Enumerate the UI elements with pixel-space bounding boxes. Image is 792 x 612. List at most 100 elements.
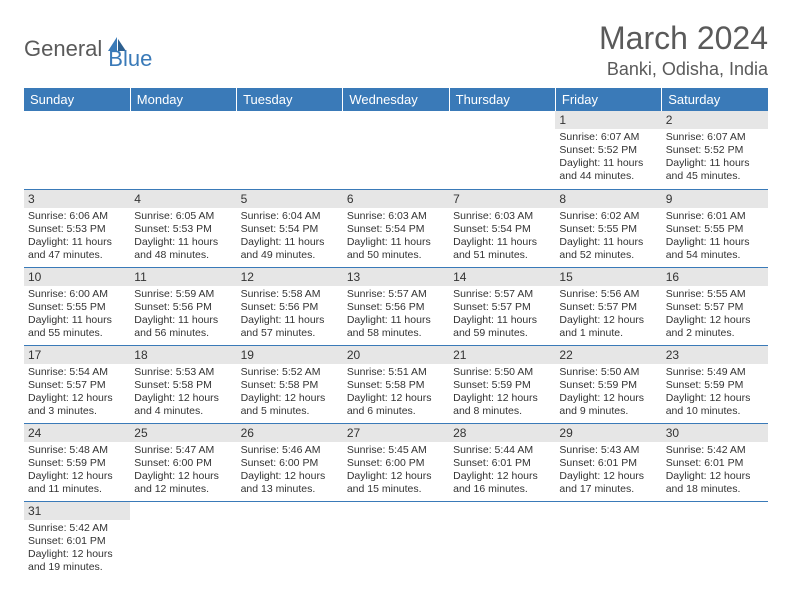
sunrise-text: Sunrise: 5:51 AM (347, 366, 445, 379)
daylight-text: Daylight: 11 hours and 57 minutes. (241, 314, 339, 340)
page-title: March 2024 (599, 20, 768, 57)
sunset-text: Sunset: 6:01 PM (453, 457, 551, 470)
day-info: Sunrise: 5:46 AMSunset: 6:00 PMDaylight:… (237, 442, 343, 499)
sunrise-text: Sunrise: 5:52 AM (241, 366, 339, 379)
day-number: 27 (343, 424, 449, 442)
day-number: 6 (343, 190, 449, 208)
calendar-row: 24Sunrise: 5:48 AMSunset: 5:59 PMDayligh… (24, 423, 768, 501)
logo-text-blue: Blue (108, 46, 152, 72)
day-number: 19 (237, 346, 343, 364)
sunset-text: Sunset: 5:52 PM (666, 144, 764, 157)
sunrise-text: Sunrise: 6:03 AM (347, 210, 445, 223)
sunset-text: Sunset: 5:59 PM (666, 379, 764, 392)
sunset-text: Sunset: 5:58 PM (347, 379, 445, 392)
calendar-cell: 29Sunrise: 5:43 AMSunset: 6:01 PMDayligh… (555, 423, 661, 501)
sunset-text: Sunset: 5:57 PM (666, 301, 764, 314)
day-info: Sunrise: 5:47 AMSunset: 6:00 PMDaylight:… (130, 442, 236, 499)
sunset-text: Sunset: 6:01 PM (28, 535, 126, 548)
calendar-cell: 11Sunrise: 5:59 AMSunset: 5:56 PMDayligh… (130, 267, 236, 345)
sunset-text: Sunset: 5:56 PM (134, 301, 232, 314)
day-info: Sunrise: 6:01 AMSunset: 5:55 PMDaylight:… (662, 208, 768, 265)
sunrise-text: Sunrise: 6:04 AM (241, 210, 339, 223)
daylight-text: Daylight: 12 hours and 19 minutes. (28, 548, 126, 574)
calendar-cell (343, 111, 449, 189)
sunset-text: Sunset: 5:59 PM (453, 379, 551, 392)
day-number: 26 (237, 424, 343, 442)
calendar-cell: 12Sunrise: 5:58 AMSunset: 5:56 PMDayligh… (237, 267, 343, 345)
day-info: Sunrise: 5:44 AMSunset: 6:01 PMDaylight:… (449, 442, 555, 499)
calendar-cell (237, 501, 343, 579)
sunrise-text: Sunrise: 5:55 AM (666, 288, 764, 301)
calendar-cell: 24 Sunrise: 5:48 AMSunset: 5:59 PMDayligh… (24, 423, 130, 501)
calendar-cell: 3Sunrise: 6:06 AMSunset: 5:53 PMDaylight… (24, 189, 130, 267)
sunset-text: Sunset: 5:53 PM (28, 223, 126, 236)
day-number: 25 (130, 424, 236, 442)
sunrise-text: Sunrise: 6:03 AM (453, 210, 551, 223)
sunrise-text: Sunrise: 6:07 AM (559, 131, 657, 144)
day-info: Sunrise: 5:50 AMSunset: 5:59 PMDaylight:… (555, 364, 661, 421)
sunrise-text: Sunrise: 5:56 AM (559, 288, 657, 301)
day-info: Sunrise: 5:45 AMSunset: 6:00 PMDaylight:… (343, 442, 449, 499)
calendar-row: 17Sunrise: 5:54 AMSunset: 5:57 PMDayligh… (24, 345, 768, 423)
day-number: 1 (555, 111, 661, 129)
daylight-text: Daylight: 12 hours and 17 minutes. (559, 470, 657, 496)
calendar-row: 10Sunrise: 6:00 AMSunset: 5:55 PMDayligh… (24, 267, 768, 345)
calendar-cell: 10Sunrise: 6:00 AMSunset: 5:55 PMDayligh… (24, 267, 130, 345)
sunset-text: Sunset: 6:01 PM (559, 457, 657, 470)
sunrise-text: Sunrise: 5:50 AM (559, 366, 657, 379)
day-info: Sunrise: 5:57 AMSunset: 5:57 PMDaylight:… (449, 286, 555, 343)
day-info: Sunrise: 6:02 AMSunset: 5:55 PMDaylight:… (555, 208, 661, 265)
day-number: 16 (662, 268, 768, 286)
sunset-text: Sunset: 5:59 PM (28, 457, 126, 470)
day-info: Sunrise: 5:56 AMSunset: 5:57 PMDaylight:… (555, 286, 661, 343)
sunset-text: Sunset: 5:54 PM (347, 223, 445, 236)
calendar-cell: 30Sunrise: 5:42 AMSunset: 6:01 PMDayligh… (662, 423, 768, 501)
daylight-text: Daylight: 12 hours and 16 minutes. (453, 470, 551, 496)
sunset-text: Sunset: 5:58 PM (241, 379, 339, 392)
daylight-text: Daylight: 11 hours and 59 minutes. (453, 314, 551, 340)
day-info: Sunrise: 5:55 AMSunset: 5:57 PMDaylight:… (662, 286, 768, 343)
day-info: Sunrise: 5:43 AMSunset: 6:01 PMDaylight:… (555, 442, 661, 499)
calendar-cell (662, 501, 768, 579)
logo-text-general: General (24, 36, 102, 62)
calendar-cell: 20Sunrise: 5:51 AMSunset: 5:58 PMDayligh… (343, 345, 449, 423)
day-number: 24 (24, 424, 130, 442)
daylight-text: Daylight: 11 hours and 49 minutes. (241, 236, 339, 262)
daylight-text: Daylight: 12 hours and 13 minutes. (241, 470, 339, 496)
calendar-cell: 14Sunrise: 5:57 AMSunset: 5:57 PMDayligh… (449, 267, 555, 345)
sunset-text: Sunset: 5:58 PM (134, 379, 232, 392)
sunset-text: Sunset: 5:57 PM (453, 301, 551, 314)
day-info: Sunrise: 6:03 AMSunset: 5:54 PMDaylight:… (449, 208, 555, 265)
weekday-saturday: Saturday (662, 88, 768, 111)
calendar-cell (449, 111, 555, 189)
daylight-text: Daylight: 12 hours and 11 minutes. (28, 470, 126, 496)
day-number: 29 (555, 424, 661, 442)
daylight-text: Daylight: 11 hours and 54 minutes. (666, 236, 764, 262)
daylight-text: Daylight: 12 hours and 9 minutes. (559, 392, 657, 418)
day-info: Sunrise: 5:52 AMSunset: 5:58 PMDaylight:… (237, 364, 343, 421)
sunset-text: Sunset: 5:57 PM (28, 379, 126, 392)
day-number: 21 (449, 346, 555, 364)
daylight-text: Daylight: 12 hours and 15 minutes. (347, 470, 445, 496)
day-info: Sunrise: 5:54 AMSunset: 5:57 PMDaylight:… (24, 364, 130, 421)
day-number: 18 (130, 346, 236, 364)
sunrise-text: Sunrise: 5:48 AM (28, 444, 126, 457)
calendar-cell: 15Sunrise: 5:56 AMSunset: 5:57 PMDayligh… (555, 267, 661, 345)
daylight-text: Daylight: 12 hours and 1 minute. (559, 314, 657, 340)
sunset-text: Sunset: 5:55 PM (28, 301, 126, 314)
daylight-text: Daylight: 11 hours and 44 minutes. (559, 157, 657, 183)
calendar-cell (130, 111, 236, 189)
daylight-text: Daylight: 11 hours and 50 minutes. (347, 236, 445, 262)
calendar-cell: 7Sunrise: 6:03 AMSunset: 5:54 PMDaylight… (449, 189, 555, 267)
sunrise-text: Sunrise: 5:47 AM (134, 444, 232, 457)
sunset-text: Sunset: 5:57 PM (559, 301, 657, 314)
daylight-text: Daylight: 12 hours and 4 minutes. (134, 392, 232, 418)
day-info: Sunrise: 5:42 AMSunset: 6:01 PMDaylight:… (662, 442, 768, 499)
calendar-cell: 2Sunrise: 6:07 AMSunset: 5:52 PMDaylight… (662, 111, 768, 189)
day-info: Sunrise: 6:04 AMSunset: 5:54 PMDaylight:… (237, 208, 343, 265)
weekday-sunday: Sunday (24, 88, 130, 111)
sunset-text: Sunset: 6:00 PM (241, 457, 339, 470)
calendar-cell: 31Sunrise: 5:42 AMSunset: 6:01 PMDayligh… (24, 501, 130, 579)
day-info: Sunrise: 5:53 AMSunset: 5:58 PMDaylight:… (130, 364, 236, 421)
sunrise-text: Sunrise: 5:45 AM (347, 444, 445, 457)
